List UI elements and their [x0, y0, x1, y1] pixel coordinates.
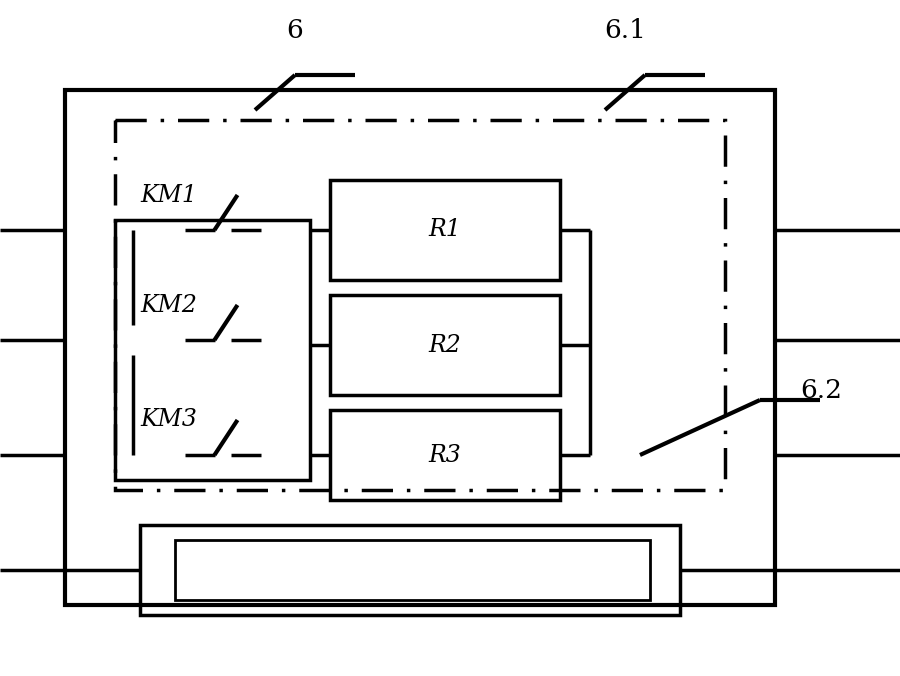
Text: R3: R3 — [428, 443, 462, 466]
Text: 6.2: 6.2 — [800, 377, 842, 402]
Text: R2: R2 — [428, 333, 462, 356]
Text: R1: R1 — [428, 218, 462, 241]
Bar — [115, 220, 310, 480]
Bar — [115, 120, 725, 490]
Bar — [330, 410, 560, 500]
Bar — [140, 525, 680, 615]
Text: 6: 6 — [286, 18, 303, 43]
Text: KM2: KM2 — [140, 293, 197, 316]
Text: KM1: KM1 — [140, 183, 197, 206]
Text: KM3: KM3 — [140, 408, 197, 431]
Bar — [65, 90, 775, 605]
Bar — [330, 180, 560, 280]
Bar — [175, 540, 650, 600]
Bar — [330, 295, 560, 395]
Text: 6.1: 6.1 — [604, 18, 646, 43]
